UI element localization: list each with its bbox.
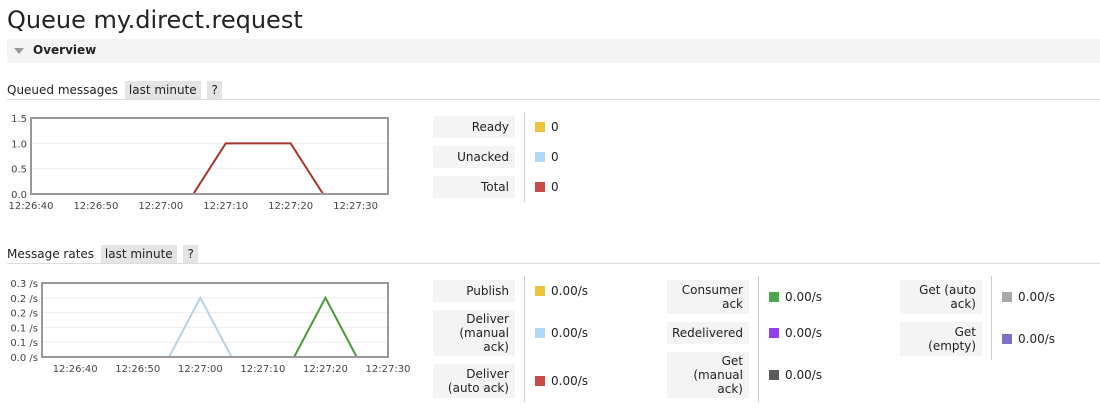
legend-value-text: 0.00/s [551, 326, 589, 340]
y-tick-label: 1.5 [11, 114, 27, 125]
legend-value-text: 0.00/s [551, 284, 589, 298]
legend-value: 0.00/s [769, 280, 822, 314]
color-swatch-icon [535, 182, 545, 192]
queued-messages-header: Queued messages last minute ? [7, 81, 222, 99]
legend-value: 0.00/s [535, 310, 588, 356]
y-tick-label: 0.2 /s [10, 309, 38, 320]
color-swatch-icon [769, 292, 779, 302]
color-swatch-icon [535, 152, 545, 162]
queued-messages-chart: 0.0 0.5 1.0 1.5 12:26:40 12:26:50 12:27:00 12:2… [9, 114, 389, 212]
x-tick-label: 12:27:20 [303, 364, 348, 375]
legend-label: Total [433, 176, 515, 198]
x-tick-label: 12:26:40 [53, 364, 98, 375]
y-tick-label: 0.2 /s [10, 294, 38, 305]
legend-value: 0.00/s [769, 322, 822, 344]
color-swatch-icon [535, 328, 545, 338]
legend-value-text: 0.00/s [1018, 290, 1056, 304]
legend-value: 0 [535, 176, 559, 198]
x-tick-label: 12:27:00 [138, 201, 183, 212]
color-swatch-icon [535, 376, 545, 386]
color-swatch-icon [1002, 292, 1012, 302]
queued-heading: Queued messages [7, 83, 119, 97]
legend-value-text: 0 [551, 120, 559, 134]
rates-heading: Message rates [7, 247, 95, 261]
legend-value: 0.00/s [1002, 280, 1055, 314]
y-tick-label: 0.0 [11, 190, 27, 201]
help-button[interactable]: ? [183, 245, 198, 263]
legend-divider [524, 276, 525, 402]
page-title: Queue my.direct.request [7, 6, 303, 34]
help-button[interactable]: ? [207, 81, 222, 99]
legend-label: Redelivered [667, 322, 749, 344]
legend-value-text: 0.00/s [785, 368, 823, 382]
legend-value-text: 0 [551, 150, 559, 164]
legend-divider [524, 112, 525, 202]
legend-value-text: 0 [551, 180, 559, 194]
legend-divider [758, 276, 759, 402]
legend-label: Unacked [433, 146, 515, 168]
range-selector[interactable]: last minute [100, 245, 177, 263]
color-swatch-icon [535, 286, 545, 296]
legend-label: Get (auto ack) [900, 280, 982, 314]
plot-frame [30, 117, 389, 195]
y-tick-label: 0.1 /s [10, 323, 38, 334]
legend-value: 0.00/s [535, 280, 588, 302]
overview-label: Overview [33, 43, 97, 57]
x-tick-label: 12:27:10 [203, 201, 248, 212]
legend-label: Consumer ack [667, 280, 749, 314]
x-tick-label: 12:27:00 [178, 364, 223, 375]
x-tick-label: 12:27:30 [366, 364, 411, 375]
legend-value: 0.00/s [535, 364, 588, 398]
x-tick-label: 12:27:10 [240, 364, 285, 375]
color-swatch-icon [769, 370, 779, 380]
range-selector[interactable]: last minute [124, 81, 201, 99]
color-swatch-icon [1002, 334, 1012, 344]
legend-label: Get (manual ack) [667, 352, 749, 398]
collapse-triangle-icon [14, 48, 24, 54]
legend-label: Get (empty) [900, 322, 982, 356]
x-tick-label: 12:26:50 [115, 364, 160, 375]
legend-value-text: 0.00/s [785, 326, 823, 340]
x-tick-label: 12:27:20 [268, 201, 313, 212]
legend-value: 0 [535, 146, 559, 168]
legend-label: Deliver (auto ack) [433, 364, 515, 398]
legend-value: 0.00/s [769, 352, 822, 398]
plot-frame [41, 282, 389, 358]
y-tick-label: 0.5 [11, 165, 27, 176]
legend-value: 0.00/s [1002, 322, 1055, 356]
y-tick-label: 0.1 /s [10, 338, 38, 349]
legend-label: Ready [433, 116, 515, 138]
legend-label: Publish [433, 280, 515, 302]
legend-value-text: 0.00/s [551, 374, 589, 388]
color-swatch-icon [535, 122, 545, 132]
y-tick-label: 0.0 /s [10, 353, 38, 364]
x-tick-label: 12:27:30 [333, 201, 378, 212]
message-rates-header: Message rates last minute ? [7, 245, 198, 263]
divider [7, 99, 1100, 100]
message-rates-chart: 0.0 /s 0.1 /s 0.1 /s 0.2 /s 0.2 /s 0.3 /s 12:2… [10, 279, 411, 375]
legend-value-text: 0.00/s [1018, 332, 1056, 346]
legend-divider [991, 276, 992, 360]
legend-value: 0 [535, 116, 559, 138]
legend-label: Deliver (manual ack) [433, 310, 515, 356]
y-tick-label: 1.0 [11, 139, 27, 150]
divider [7, 263, 1100, 264]
x-tick-label: 12:26:50 [73, 201, 118, 212]
x-tick-label: 12:26:40 [9, 201, 54, 212]
overview-section-toggle[interactable]: Overview [7, 39, 1100, 63]
legend-value-text: 0.00/s [785, 290, 823, 304]
y-tick-label: 0.3 /s [10, 279, 38, 290]
color-swatch-icon [769, 328, 779, 338]
